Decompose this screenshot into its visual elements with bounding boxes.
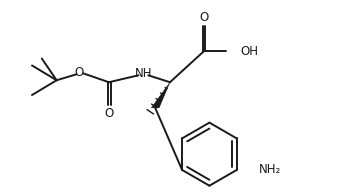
- Text: NH: NH: [135, 67, 152, 80]
- Text: OH: OH: [240, 45, 258, 58]
- Text: O: O: [104, 107, 114, 120]
- Text: O: O: [200, 11, 209, 24]
- Polygon shape: [151, 82, 170, 108]
- Text: O: O: [75, 66, 84, 79]
- Text: NH₂: NH₂: [259, 163, 281, 176]
